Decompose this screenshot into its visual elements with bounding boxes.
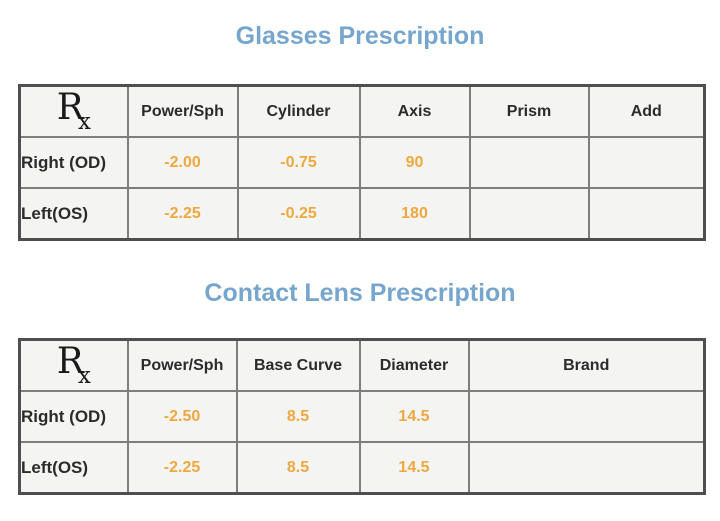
value-cell-power: -2.00	[126, 136, 239, 189]
value-cell-base-curve: 8.5	[235, 390, 361, 443]
contacts-row-left-os: Left(OS) -2.25 8.5 14.5	[18, 441, 706, 495]
value-cell-cylinder: -0.75	[236, 136, 361, 189]
contacts-header-row: Rx Power/Sph Base Curve Diameter Brand	[18, 338, 706, 392]
row-label-right-od: Right (OD)	[18, 390, 129, 443]
glasses-row-left-os: Left(OS) -2.25 -0.25 180	[18, 187, 706, 241]
value-cell-axis: 180	[358, 187, 471, 241]
column-header-base-curve: Base Curve	[235, 338, 361, 392]
column-header-add: Add	[587, 84, 706, 138]
rx-symbol: Rx	[56, 340, 91, 389]
column-header-axis: Axis	[358, 84, 471, 138]
rx-header-cell: Rx	[18, 338, 129, 392]
column-header-prism: Prism	[468, 84, 590, 138]
empty-cell-brand	[467, 390, 706, 443]
contacts-row-right-od: Right (OD) -2.50 8.5 14.5	[18, 390, 706, 443]
empty-cell-add	[587, 187, 706, 241]
rx-symbol: Rx	[56, 86, 91, 135]
contact-lens-prescription-table: Rx Power/Sph Base Curve Diameter Brand R…	[18, 338, 706, 495]
row-label-left-os: Left(OS)	[18, 187, 129, 241]
empty-cell-prism	[468, 136, 590, 189]
glasses-row-right-od: Right (OD) -2.00 -0.75 90	[18, 136, 706, 189]
value-cell-power: -2.25	[126, 187, 239, 241]
value-cell-power: -2.25	[126, 441, 238, 495]
value-cell-base-curve: 8.5	[235, 441, 361, 495]
column-header-cylinder: Cylinder	[236, 84, 361, 138]
value-cell-diameter: 14.5	[358, 390, 470, 443]
glasses-header-row: Rx Power/Sph Cylinder Axis Prism Add	[18, 84, 706, 138]
rx-symbol-r: R	[56, 340, 84, 382]
empty-cell-brand	[467, 441, 706, 495]
row-label-right-od: Right (OD)	[18, 136, 129, 189]
row-label-left-os: Left(OS)	[18, 441, 129, 495]
empty-cell-add	[587, 136, 706, 189]
rx-symbol-x: x	[77, 362, 91, 389]
value-cell-axis: 90	[358, 136, 471, 189]
value-cell-power: -2.50	[126, 390, 238, 443]
empty-cell-prism	[468, 187, 590, 241]
value-cell-diameter: 14.5	[358, 441, 470, 495]
rx-symbol-r: R	[56, 86, 84, 128]
column-header-brand: Brand	[467, 338, 706, 392]
column-header-diameter: Diameter	[358, 338, 470, 392]
glasses-prescription-title: Glasses Prescription	[235, 22, 485, 50]
column-header-power-sph: Power/Sph	[126, 84, 239, 138]
glasses-prescription-table: Rx Power/Sph Cylinder Axis Prism Add Rig…	[18, 84, 706, 241]
column-header-power-sph: Power/Sph	[126, 338, 238, 392]
value-cell-cylinder: -0.25	[236, 187, 361, 241]
rx-symbol-x: x	[77, 108, 91, 135]
rx-header-cell: Rx	[18, 84, 129, 138]
contact-lens-prescription-title: Contact Lens Prescription	[204, 279, 516, 307]
